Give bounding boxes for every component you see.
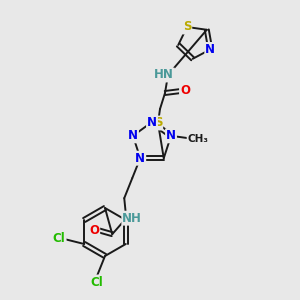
Text: O: O: [89, 224, 99, 237]
Text: N: N: [205, 43, 215, 56]
Text: O: O: [180, 85, 190, 98]
Text: CH₃: CH₃: [188, 134, 208, 144]
Text: N: N: [135, 152, 145, 165]
Text: N: N: [128, 129, 138, 142]
Text: Cl: Cl: [53, 232, 66, 245]
Text: N: N: [166, 129, 176, 142]
Text: S: S: [183, 20, 191, 34]
Text: HN: HN: [154, 68, 174, 82]
Text: S: S: [154, 116, 162, 130]
Text: Cl: Cl: [91, 275, 103, 289]
Text: N: N: [147, 116, 157, 128]
Text: NH: NH: [122, 212, 142, 225]
